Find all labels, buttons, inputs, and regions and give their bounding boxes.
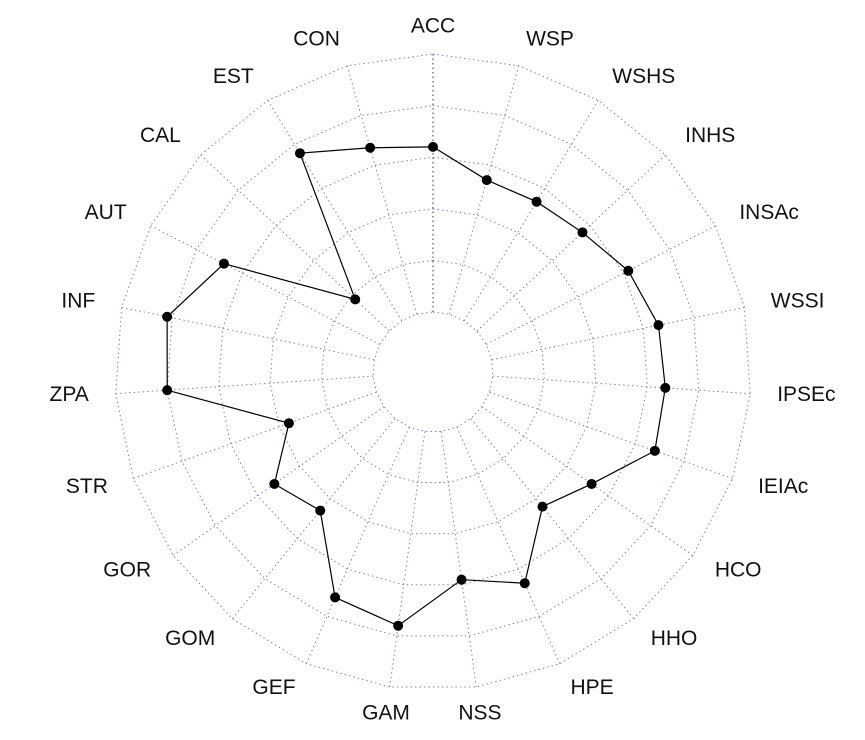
spoke bbox=[492, 375, 751, 395]
data-point bbox=[653, 320, 664, 331]
axis-label: CON bbox=[293, 27, 340, 50]
spoke bbox=[476, 154, 666, 332]
axis-label: HCO bbox=[715, 559, 762, 582]
spoke bbox=[267, 100, 403, 321]
axis-label: EST bbox=[213, 65, 254, 88]
data-point bbox=[537, 501, 548, 512]
axis-label: IPSEc bbox=[777, 383, 835, 406]
axis-label: WSHS bbox=[612, 65, 675, 88]
grid-ring bbox=[269, 208, 597, 535]
spoke bbox=[440, 431, 477, 688]
data-point bbox=[269, 478, 280, 489]
axis-label: ZPA bbox=[50, 383, 89, 406]
grid-ring bbox=[372, 311, 494, 432]
spoke bbox=[389, 431, 426, 688]
data-point bbox=[283, 418, 294, 429]
axis-label: GAM bbox=[362, 701, 410, 724]
data-point bbox=[649, 445, 660, 456]
data-point bbox=[531, 196, 542, 207]
axis-label: AUT bbox=[85, 201, 127, 224]
data-point bbox=[218, 258, 229, 269]
spoke bbox=[470, 418, 635, 619]
axis-label: WSSI bbox=[771, 289, 825, 312]
spoke bbox=[346, 65, 418, 315]
radar-line bbox=[166, 146, 666, 627]
axis-label: STR bbox=[66, 475, 108, 498]
data-point bbox=[481, 175, 492, 186]
grid-ring bbox=[166, 105, 700, 637]
spoke bbox=[456, 426, 561, 664]
grid-ring bbox=[115, 53, 751, 688]
data-point bbox=[586, 478, 597, 489]
data-point bbox=[294, 148, 305, 159]
spoke bbox=[172, 406, 385, 556]
spoke bbox=[491, 306, 745, 361]
axis-label: INF bbox=[61, 289, 95, 312]
axis-label: HPE bbox=[570, 676, 613, 699]
data-point bbox=[365, 142, 376, 153]
spoke bbox=[200, 154, 390, 332]
data-point bbox=[660, 382, 671, 393]
data-point bbox=[162, 311, 173, 322]
spoke bbox=[133, 391, 377, 479]
axis-label: INSAc bbox=[739, 201, 799, 224]
axis-label: GOR bbox=[103, 559, 151, 582]
data-point bbox=[330, 592, 341, 603]
data-point bbox=[315, 505, 326, 516]
axis-label: WSP bbox=[526, 27, 574, 50]
spoke bbox=[486, 225, 716, 345]
axis-label: INHS bbox=[685, 124, 735, 147]
data-point bbox=[623, 265, 634, 276]
axis-label: ACC bbox=[411, 15, 455, 38]
axis-label: GOM bbox=[165, 627, 215, 650]
spoke bbox=[305, 426, 410, 664]
axis-label: CAL bbox=[140, 124, 181, 147]
spoke bbox=[150, 225, 380, 345]
grid-ring bbox=[218, 156, 648, 586]
data-point bbox=[456, 574, 467, 585]
spoke bbox=[115, 375, 374, 395]
axis-label: HHO bbox=[651, 627, 698, 650]
data-point bbox=[577, 227, 588, 238]
data-point bbox=[162, 385, 173, 396]
spoke bbox=[231, 418, 396, 619]
data-point bbox=[519, 578, 530, 589]
spoke bbox=[481, 406, 694, 556]
data-point bbox=[350, 294, 361, 305]
spoke bbox=[463, 100, 599, 321]
spoke bbox=[121, 306, 375, 361]
axis-label: NSS bbox=[458, 701, 501, 724]
axis-label: GEF bbox=[252, 676, 295, 699]
data-point bbox=[393, 620, 404, 631]
data-point bbox=[428, 141, 438, 152]
axis-label: IEIAc bbox=[758, 475, 808, 498]
